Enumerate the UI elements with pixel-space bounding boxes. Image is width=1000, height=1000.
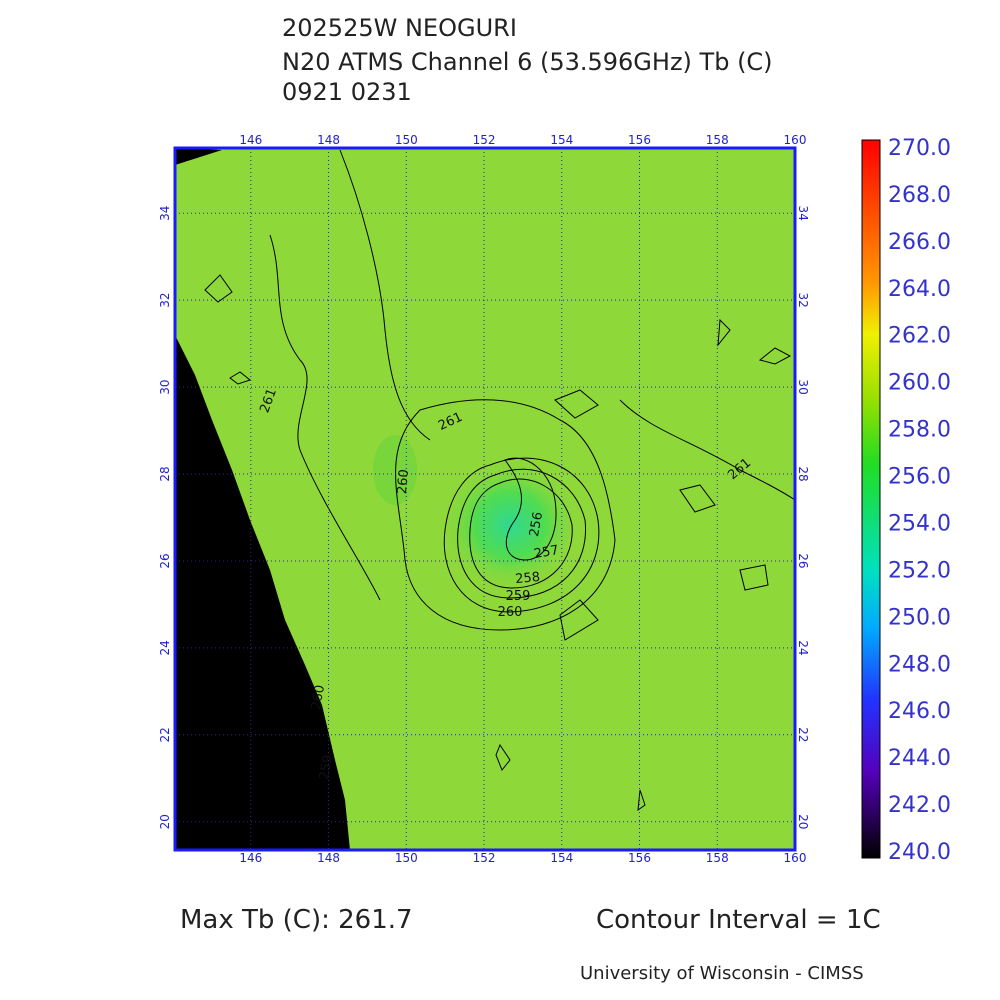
lat-tick-label: 22 xyxy=(158,727,172,742)
lon-tick-label: 150 xyxy=(395,851,418,865)
lon-tick-label: 154 xyxy=(550,133,573,147)
lat-tick-label: 28 xyxy=(796,466,810,481)
lat-tick-label: 30 xyxy=(158,379,172,394)
storm-core xyxy=(440,460,580,590)
colorbar-label: 244.0 xyxy=(888,746,951,771)
colorbar-label: 240.0 xyxy=(888,840,951,865)
lat-tick-label: 26 xyxy=(158,553,172,568)
max-tb: Max Tb (C): 261.7 xyxy=(180,905,413,935)
lon-tick-label: 152 xyxy=(473,851,496,865)
contour-label: 260 xyxy=(309,684,328,711)
contour-interval: Contour Interval = 1C xyxy=(596,905,881,935)
lat-tick-label: 30 xyxy=(796,379,810,394)
lon-tick-label: 158 xyxy=(706,851,729,865)
title-line: 202525W NEOGURI xyxy=(282,14,517,42)
lat-tick-label: 24 xyxy=(796,640,810,655)
colorbar-label: 258.0 xyxy=(888,418,951,443)
lat-tick-label: 28 xyxy=(158,466,172,481)
colorbar-labels: 270.0 268.0 266.0 264.0 262.0 260.0 258.0 256.0… xyxy=(888,136,951,865)
contour-label: 260 xyxy=(498,605,523,620)
colorbar-label: 266.0 xyxy=(888,230,951,255)
land xyxy=(175,148,222,165)
lon-tick-label: 154 xyxy=(550,851,573,865)
colorbar-label: 260.0 xyxy=(888,371,951,396)
lat-tick-label: 22 xyxy=(796,727,810,742)
colorbar-label: 252.0 xyxy=(888,558,951,583)
ticks: 146 146 148 148 150 150 152 152 154 154 156 156 158 1… xyxy=(158,133,810,865)
lat-tick-label: 24 xyxy=(158,640,172,655)
lat-tick-label: 20 xyxy=(158,814,172,829)
lon-tick-label: 148 xyxy=(317,133,340,147)
contours xyxy=(204,149,796,812)
lon-tick-label: 156 xyxy=(628,851,651,865)
lon-tick-label: 146 xyxy=(239,133,262,147)
colorbar-label: 270.0 xyxy=(888,136,951,161)
grid xyxy=(175,148,796,850)
colorbar-label: 248.0 xyxy=(888,652,951,677)
contour-label: 259 xyxy=(506,589,531,604)
lat-tick-label: 34 xyxy=(158,206,172,221)
contour-label: 257 xyxy=(533,543,560,562)
lon-tick-label: 156 xyxy=(628,133,651,147)
land xyxy=(175,335,350,850)
colorbar-label: 256.0 xyxy=(888,465,951,490)
lon-tick-label: 158 xyxy=(706,133,729,147)
lon-tick-label: 148 xyxy=(317,851,340,865)
colorbar-label: 242.0 xyxy=(888,793,951,818)
colorbar-label: 264.0 xyxy=(888,277,951,302)
lon-tick-label: 160 xyxy=(784,851,807,865)
contour-label: 258 xyxy=(515,570,541,587)
lat-tick-label: 34 xyxy=(796,206,810,221)
colorbar-label: 250.0 xyxy=(888,605,951,630)
lat-tick-label: 26 xyxy=(796,553,810,568)
contour-label: 259 xyxy=(317,754,336,781)
lon-tick-label: 152 xyxy=(473,133,496,147)
colorbar-label: 268.0 xyxy=(888,183,951,208)
lat-tick-label: 32 xyxy=(158,292,172,307)
lat-tick-label: 20 xyxy=(796,814,810,829)
lon-tick-label: 146 xyxy=(239,851,262,865)
title-line: 0921 0231 xyxy=(282,78,412,106)
lat-tick-label: 32 xyxy=(796,292,810,307)
contour-label: 256 xyxy=(527,511,546,538)
colorbar xyxy=(861,139,881,859)
colorbar-label: 246.0 xyxy=(888,699,951,724)
lon-tick-label: 160 xyxy=(784,133,807,147)
colorbar-label: 254.0 xyxy=(888,511,951,536)
lon-tick-label: 150 xyxy=(395,133,418,147)
title-line: N20 ATMS Channel 6 (53.596GHz) Tb (C) xyxy=(282,48,773,76)
contour-label: 260 xyxy=(395,469,412,495)
map-frame xyxy=(173,146,797,852)
credit: University of Wisconsin - CIMSS xyxy=(580,963,864,984)
colorbar-label: 262.0 xyxy=(888,324,951,349)
